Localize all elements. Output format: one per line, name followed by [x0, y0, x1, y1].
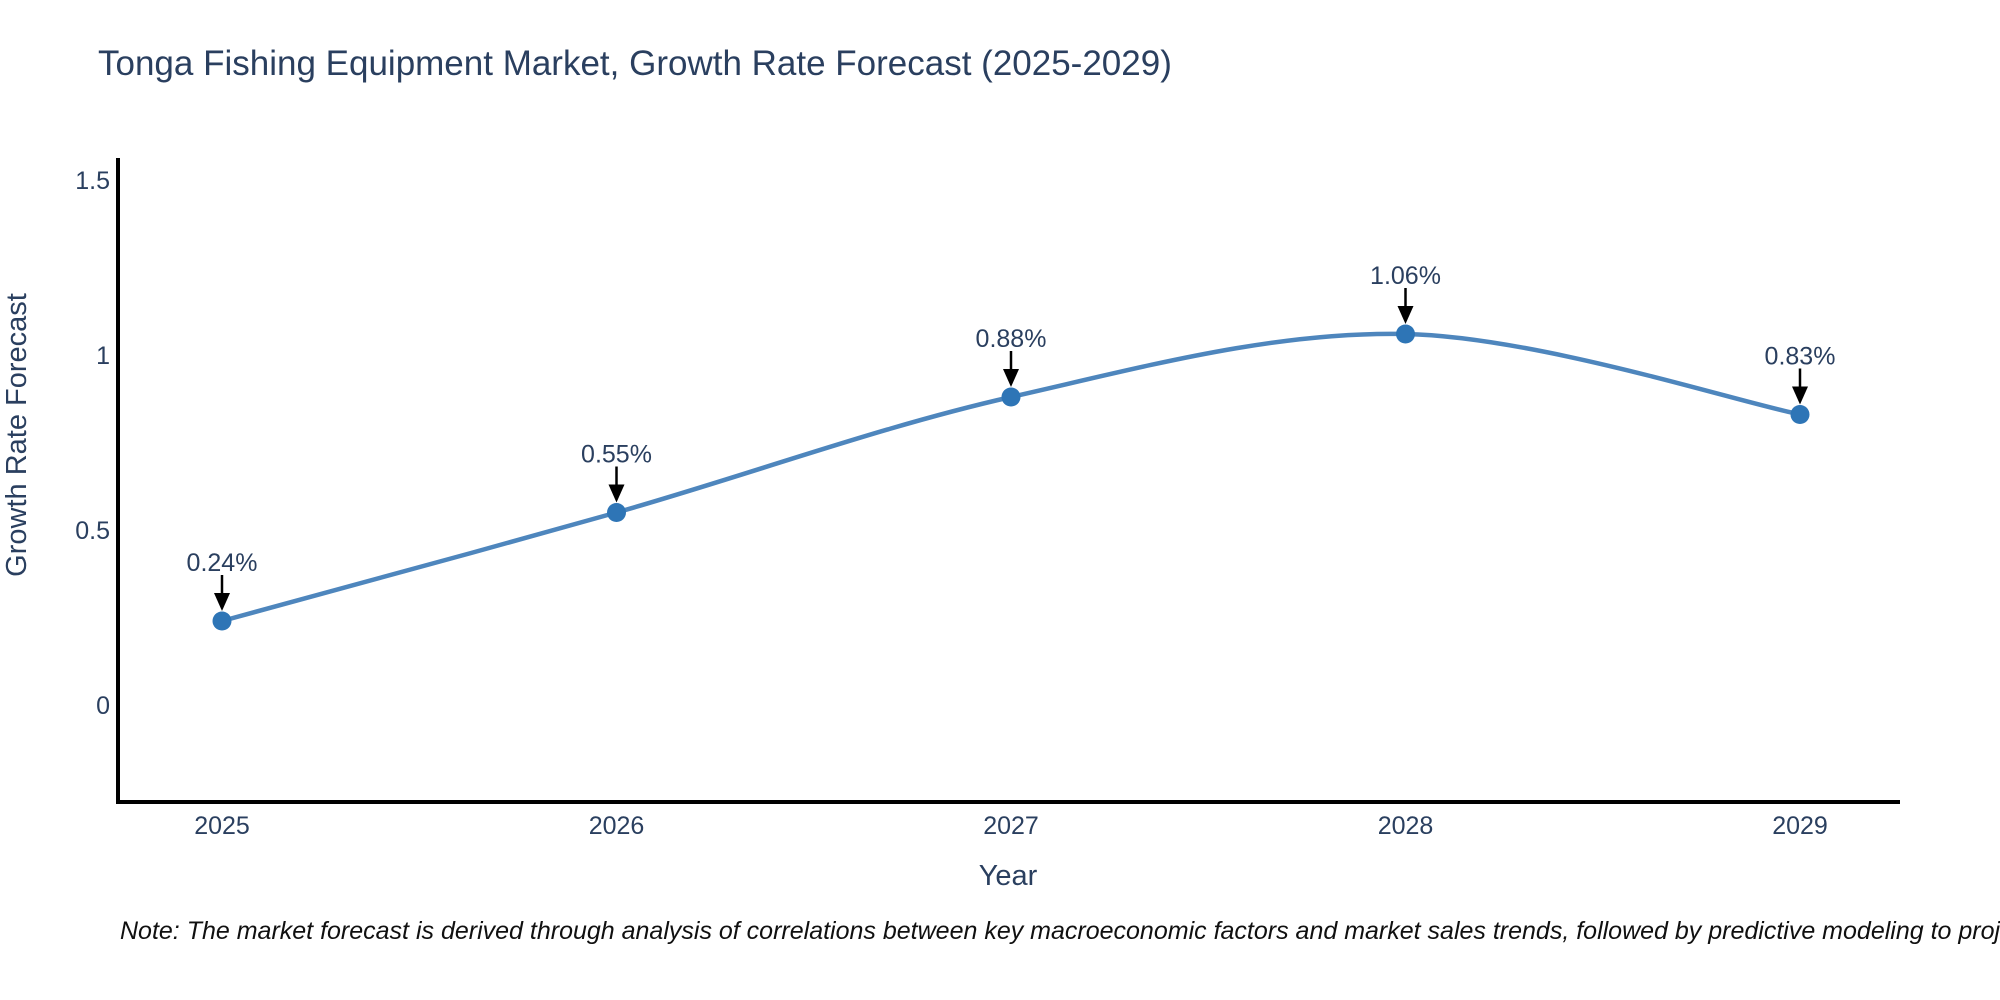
data-point-marker-2025[interactable]	[212, 611, 232, 631]
x-axis-title: Year	[979, 860, 1038, 892]
x-tick-label: 2026	[589, 812, 645, 840]
data-point-label: 0.55%	[581, 441, 652, 469]
annotation-arrowhead	[1792, 386, 1808, 405]
data-point-label: 1.06%	[1370, 262, 1441, 290]
chart-title: Tonga Fishing Equipment Market, Growth R…	[98, 44, 1172, 83]
y-tick-label: 0	[96, 692, 110, 720]
data-point-marker-2029[interactable]	[1790, 405, 1810, 424]
y-axis-title: Growth Rate Forecast	[1, 293, 33, 577]
annotations-layer: 0.24% 0.55% 0.88% 1.06% 0.83%	[187, 262, 1836, 631]
x-tick-label: 2028	[1378, 812, 1434, 840]
data-point-label: 0.83%	[1765, 343, 1836, 371]
x-tick-label: 2027	[983, 812, 1039, 840]
y-tick-label: 1	[96, 342, 110, 370]
data-point-marker-2026[interactable]	[607, 503, 626, 522]
footnote: Note: The market forecast is derived thr…	[120, 917, 2000, 945]
y-tick-label: 1.5	[75, 167, 110, 195]
annotation-arrowhead	[1397, 306, 1414, 324]
data-point-label: 0.24%	[187, 549, 258, 577]
x-tick-label: 2025	[194, 812, 250, 840]
x-tick-label: 2029	[1772, 812, 1828, 840]
annotation-arrowhead	[214, 593, 230, 611]
annotation-arrowhead	[1003, 369, 1019, 387]
data-point-marker-2027[interactable]	[1001, 387, 1021, 407]
data-point-label: 0.88%	[976, 325, 1047, 353]
data-point-marker-2028[interactable]	[1396, 324, 1415, 344]
annotation-arrowhead	[608, 484, 625, 503]
y-tick-label: 0.5	[75, 517, 110, 545]
